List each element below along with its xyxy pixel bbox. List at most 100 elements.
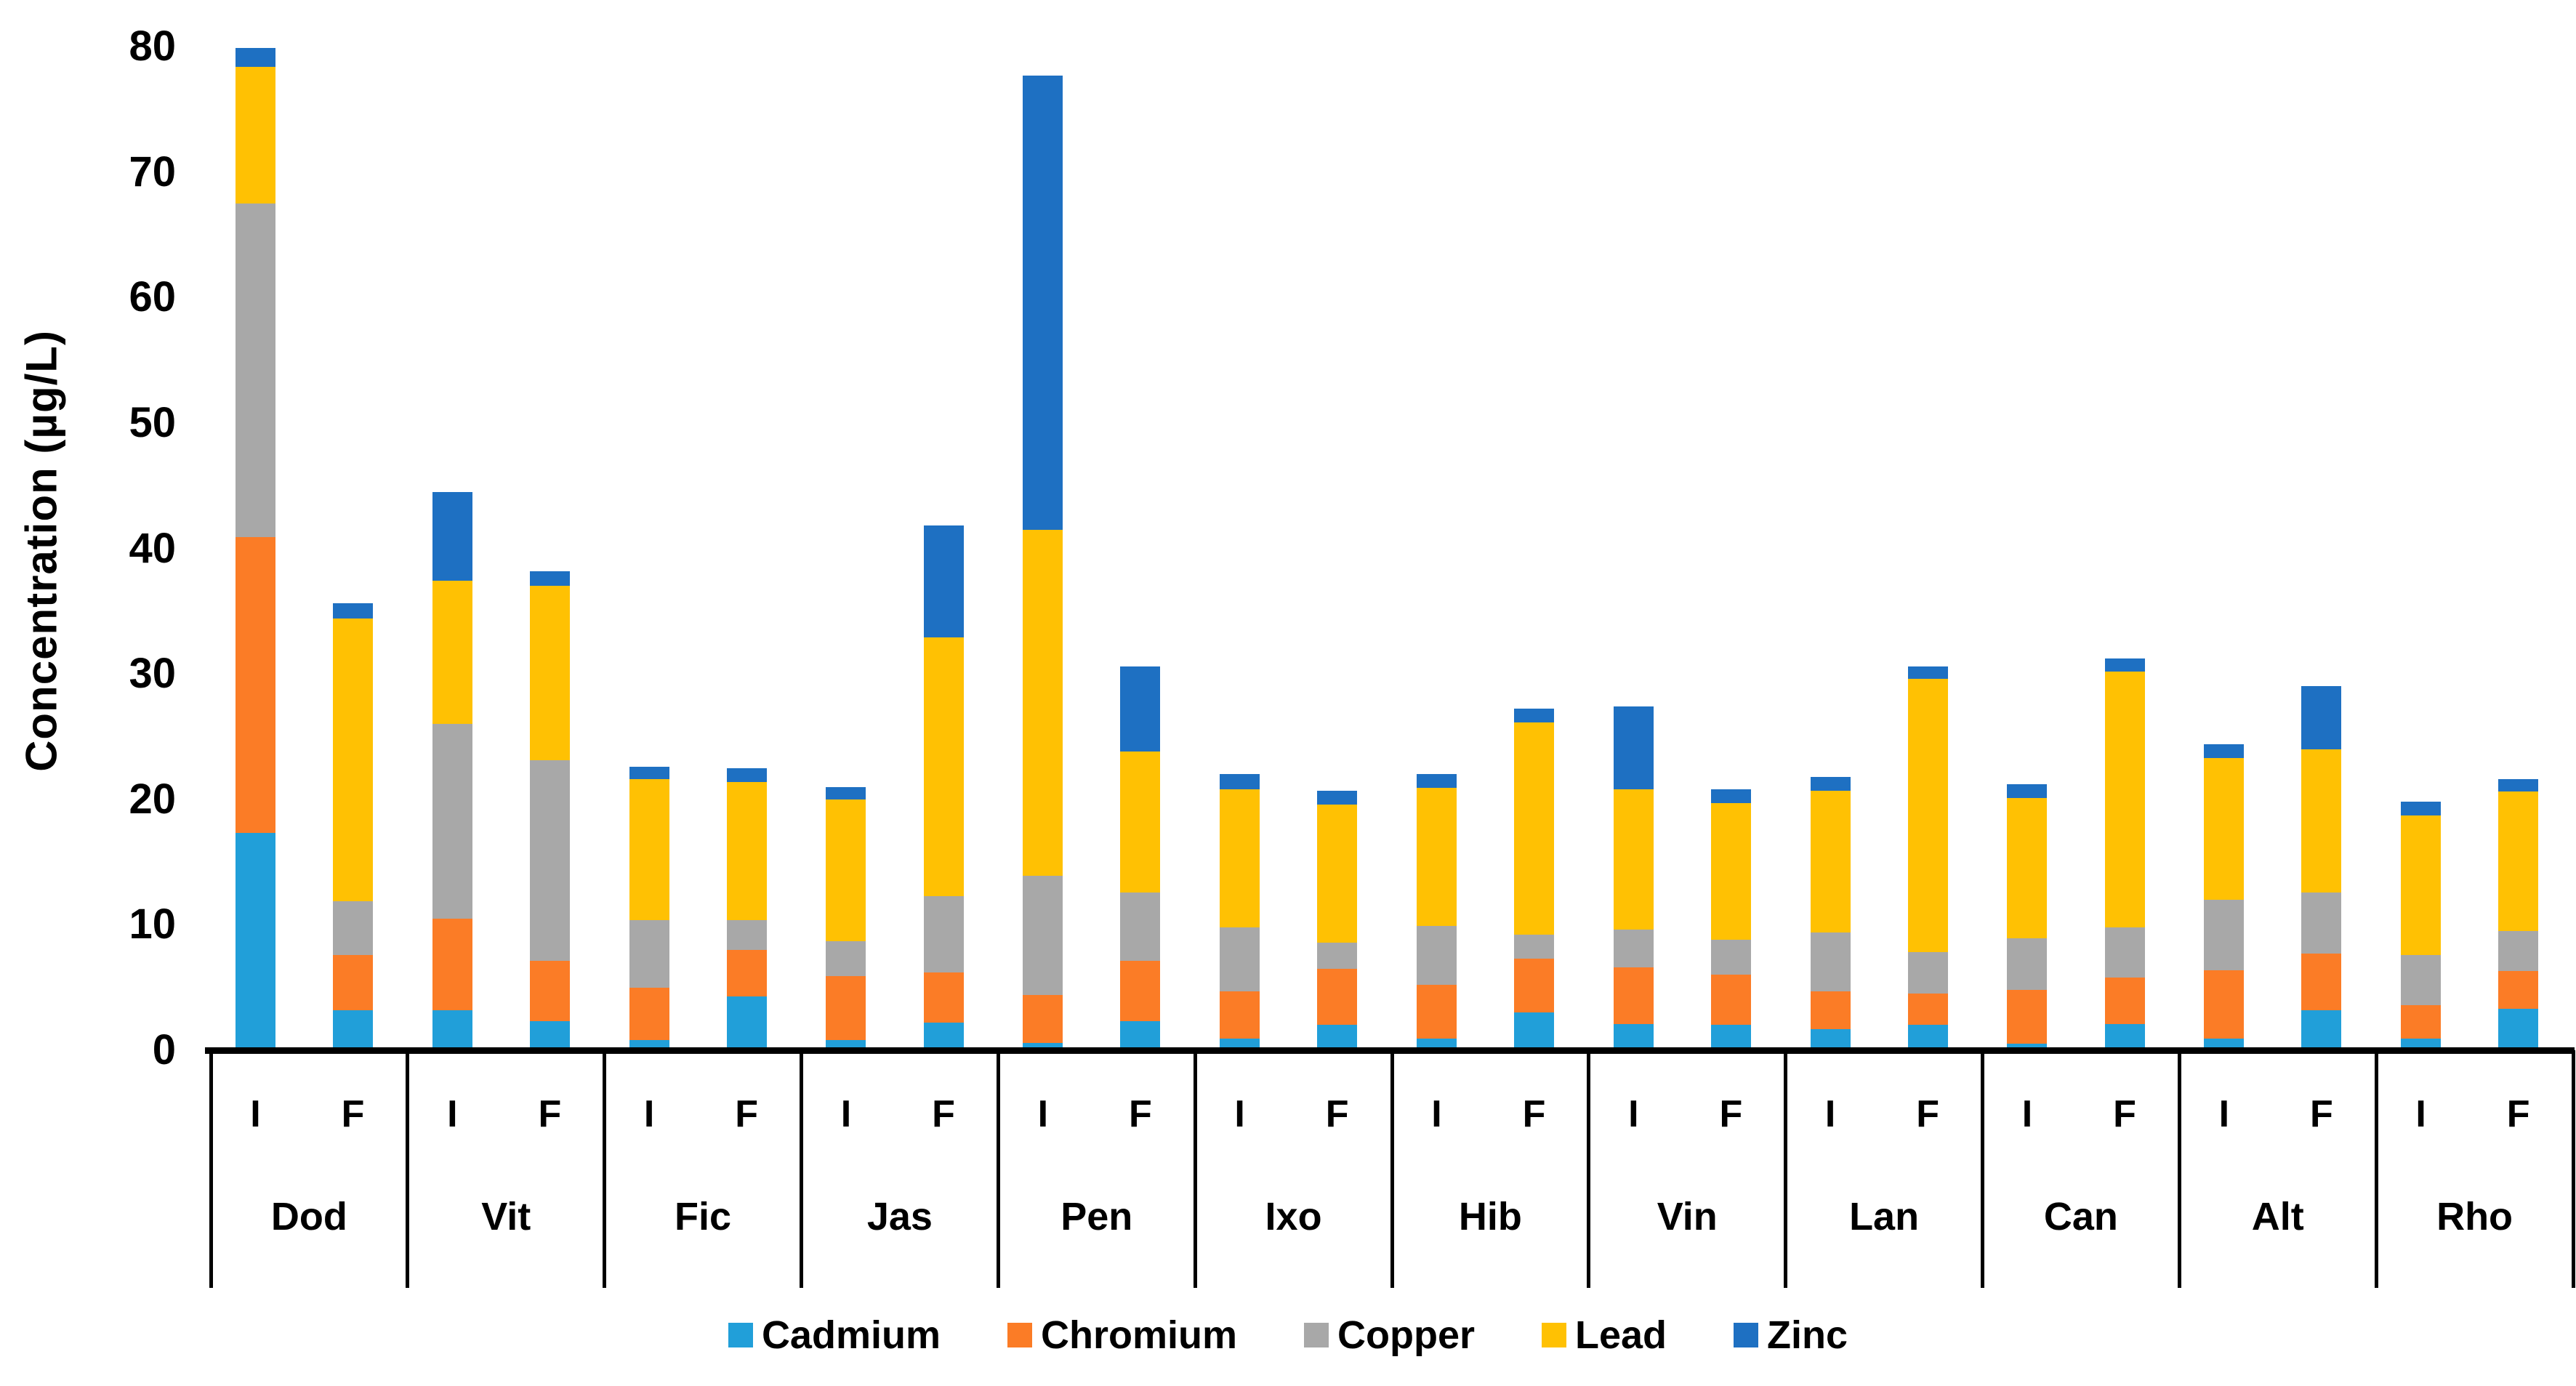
x-axis-line (205, 1047, 2575, 1054)
x-sublabel-f: F (1719, 1093, 1743, 1135)
segment-zinc (432, 491, 472, 581)
bar-fic-i (629, 766, 669, 1050)
x-group-label: Dod (270, 1195, 347, 1238)
bar-group-dod (211, 47, 408, 1050)
segment-zinc (923, 525, 964, 638)
category-divider (800, 1050, 803, 1288)
y-tick-label: 10 (129, 901, 176, 948)
legend-marker-copper (1303, 1323, 1329, 1347)
segment-copper (1416, 926, 1457, 986)
x-group-can: I F Can (1983, 1054, 2180, 1288)
segment-lead (1120, 752, 1161, 893)
segment-copper (529, 760, 570, 962)
y-tick-label: 30 (129, 650, 176, 698)
segment-chromium (1317, 968, 1358, 1026)
segment-chromium (2401, 1004, 2442, 1039)
segment-chromium (1810, 991, 1851, 1029)
category-divider (1981, 1050, 1984, 1288)
segment-cadmium (529, 1021, 570, 1050)
segment-cadmium (1613, 1023, 1654, 1050)
segment-chromium (1120, 961, 1161, 1022)
bar-dod-i (235, 47, 275, 1050)
segment-lead (529, 586, 570, 761)
legend-label-lead: Lead (1574, 1313, 1667, 1357)
segment-copper (2204, 899, 2245, 970)
x-sublabel-i: I (2415, 1093, 2426, 1135)
segment-copper (1220, 927, 1260, 991)
x-group-ixo: I F Ixo (1195, 1054, 1392, 1288)
segment-copper (1710, 940, 1751, 975)
legend-marker-lead (1541, 1323, 1566, 1347)
segment-cadmium (1710, 1025, 1751, 1050)
x-group-label: Fic (675, 1195, 732, 1238)
segment-zinc (1810, 776, 1851, 791)
bar-group-lan (1786, 47, 1983, 1050)
bar-group-can (1983, 47, 2180, 1050)
segment-chromium (1710, 975, 1751, 1026)
bar-group-hib (1392, 47, 1589, 1050)
bar-group-alt (2179, 47, 2376, 1050)
segment-zinc (235, 47, 275, 67)
x-sublabel-f: F (1325, 1093, 1349, 1135)
category-divider (603, 1050, 607, 1288)
y-tick-label: 80 (129, 23, 176, 70)
segment-zinc (2301, 686, 2342, 749)
segment-copper (1514, 935, 1555, 959)
x-group-lan: I F Lan (1786, 1054, 1983, 1288)
segment-chromium (432, 918, 472, 1010)
legend-label-copper: Copper (1337, 1313, 1475, 1357)
bar-group-pen (998, 47, 1195, 1050)
segment-chromium (333, 954, 374, 1010)
x-group-label: Lan (1849, 1195, 1920, 1238)
category-divider (2374, 1050, 2378, 1288)
category-divider (1390, 1050, 1394, 1288)
x-sublabel-f: F (1916, 1093, 1940, 1135)
segment-zinc (2104, 658, 2145, 672)
segment-cadmium (1907, 1025, 1948, 1050)
segment-copper (1613, 930, 1654, 968)
segment-lead (2301, 749, 2342, 893)
segment-chromium (2007, 990, 2048, 1044)
bar-jas-f (923, 525, 964, 1050)
segment-zinc (1220, 774, 1260, 789)
segment-chromium (1023, 995, 1063, 1043)
y-tick-label: 40 (129, 524, 176, 572)
segment-lead (333, 619, 374, 901)
bar-jas-i (826, 786, 866, 1050)
x-group-label: Rho (2436, 1195, 2513, 1238)
segment-copper (1810, 932, 1851, 991)
segment-zinc (2401, 802, 2442, 816)
segment-chromium (1416, 985, 1457, 1039)
segment-cadmium (2007, 1044, 2048, 1050)
bar-vit-f (529, 571, 570, 1050)
segment-copper (2301, 892, 2342, 954)
x-group-label: Pen (1060, 1195, 1133, 1238)
x-group-label: Hib (1458, 1195, 1522, 1238)
segment-chromium (726, 949, 767, 996)
bar-pen-i (1023, 75, 1063, 1050)
segment-copper (2007, 938, 2048, 991)
bar-group-rho (2376, 47, 2573, 1050)
bar-lan-f (1907, 666, 1948, 1050)
segment-copper (826, 940, 866, 977)
segment-copper (235, 203, 275, 537)
segment-copper (1907, 952, 1948, 994)
x-sublabel-f: F (1522, 1093, 1546, 1135)
segment-zinc (1120, 666, 1161, 752)
x-sublabel-i: I (643, 1093, 655, 1135)
segment-copper (2401, 954, 2442, 1005)
x-group-vin: I F Vin (1589, 1054, 1786, 1288)
segment-zinc (1710, 789, 1751, 803)
x-sublabel-f: F (2113, 1093, 2136, 1135)
segment-lead (726, 781, 767, 920)
x-sublabel-f: F (2506, 1093, 2530, 1135)
segment-zinc (2007, 784, 2048, 799)
category-divider (2571, 1050, 2575, 1288)
bar-vin-i (1613, 706, 1654, 1050)
segment-cadmium (235, 833, 275, 1050)
legend-marker-chromium (1007, 1323, 1032, 1347)
bar-fic-f (726, 767, 767, 1050)
bar-hib-i (1416, 774, 1457, 1050)
bar-rho-i (2401, 802, 2442, 1050)
bar-group-jas (802, 47, 999, 1050)
